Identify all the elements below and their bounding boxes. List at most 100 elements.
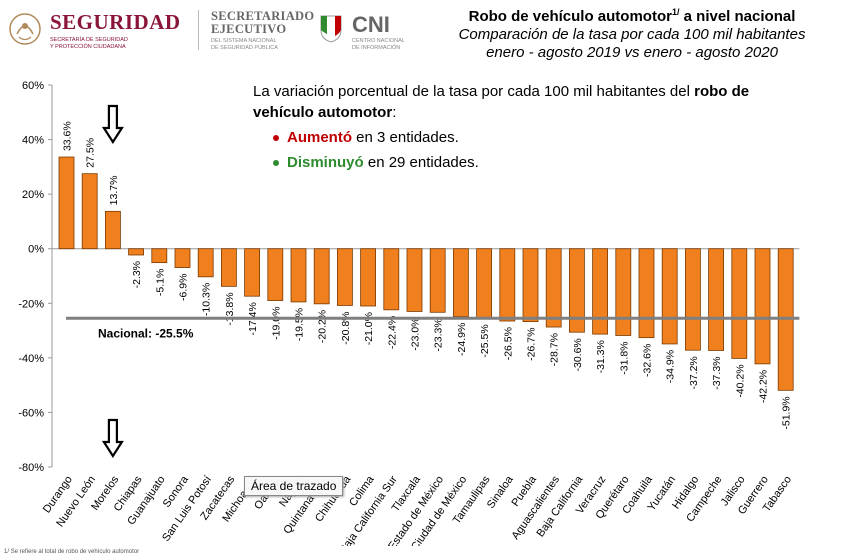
value-label: -20.8% [340,311,352,344]
sesnsp-subtitle: DEL SISTEMA NACIONAL DE SEGURIDAD PÚBLIC… [211,38,315,52]
bar[interactable] [244,248,261,297]
bar[interactable] [685,248,701,351]
value-label: -5.1% [154,269,166,296]
cni-logo: CNI CENTRO NACIONAL DE INFORMACIÓN [318,10,408,54]
value-label: -6.9% [178,274,190,301]
bar[interactable] [128,248,145,256]
decrease-word: Disminuyó [287,154,364,171]
bar[interactable] [452,248,469,318]
info-intro-suffix: : [392,104,397,121]
bar[interactable] [290,248,307,303]
chart-title-suffix: a nivel nacional [679,8,796,25]
value-label: -26.7% [526,328,538,361]
value-label: -10.3% [201,283,213,316]
y-tick-label: 60% [22,80,44,92]
sesnsp-sub-line1: DEL SISTEMA NACIONAL [211,38,277,44]
bar[interactable] [360,248,377,307]
bar[interactable] [406,248,423,312]
bar[interactable] [731,248,748,359]
decrease-text: en 29 entidades. [363,154,479,171]
info-intro: La variación porcentual de la tasa por c… [253,81,793,123]
arrow-down-icon [101,104,124,145]
y-tick-label: 40% [22,135,44,147]
bar[interactable] [267,248,284,301]
chart-subtitle-line1: Comparación de la tasa por cada 100 mil … [458,26,806,43]
bar[interactable] [81,173,98,250]
red-bullet-icon [273,135,279,142]
value-label: -30.6% [572,338,584,371]
value-label: -40.2% [734,364,746,397]
seguridad-sub-line1: SECRETARÍA DE SEGURIDAD [50,37,128,43]
bar[interactable] [754,248,771,365]
value-label: 13.7% [108,176,120,206]
bar[interactable] [105,210,121,250]
value-label: -20.2% [317,310,329,343]
value-label: -21.0% [363,312,375,345]
bar[interactable] [545,248,562,328]
bar[interactable] [313,248,330,305]
bar[interactable] [174,248,191,268]
sesnsp-line2: EJECUTIVO [211,22,287,36]
info-intro-bold: robo de vehículo automotor [253,83,750,121]
bar[interactable] [476,248,493,319]
cni-title: CNI [352,12,390,37]
value-label: -19.0% [270,307,282,340]
chart-title: Robo de vehículo automotor1/ a nivel nac… [412,3,852,26]
bar[interactable] [661,248,678,345]
value-label: -24.9% [456,323,468,356]
value-label: -25.5% [479,324,491,357]
y-tick-label: -60% [18,407,44,419]
header-divider [198,10,199,50]
y-tick-label: 20% [22,189,44,201]
value-label: -37.2% [688,356,700,389]
bar[interactable] [429,248,446,313]
footnote: 1/ Se refiere al total de robo de vehícu… [4,549,140,555]
bar[interactable] [592,248,608,335]
seguridad-subtitle: SECRETARÍA DE SEGURIDAD Y PROTECCIÓN CIU… [50,37,128,51]
value-label: -37.3% [711,356,723,389]
bar[interactable] [522,248,539,322]
chart-title-text: Robo de vehículo automotor [468,8,672,25]
bar[interactable] [499,248,516,322]
seguridad-sub-line2: Y PROTECCIÓN CIUDADANA [50,44,126,50]
value-label: -23.0% [410,317,422,350]
arrow-down-icon [101,418,124,459]
sesnsp-logo: SECRETARIADO EJECUTIVO DEL SISTEMA NACIO… [211,10,315,54]
bar[interactable] [638,248,655,339]
bar[interactable] [383,248,400,311]
info-textbox: La variación porcentual de la tasa por c… [253,81,793,173]
cni-sub-line1: CENTRO NACIONAL [352,38,405,44]
sesnsp-line1: SECRETARIADO [211,9,315,23]
bar[interactable] [151,248,168,264]
value-label: -31.8% [618,341,630,374]
increase-word: Aumentó [287,129,352,146]
value-label: 33.6% [62,121,74,151]
sesnsp-sub-line2: DE SEGURIDAD PÚBLICA [211,45,278,51]
bar[interactable] [197,248,214,278]
info-intro-text: La variación porcentual de la tasa por c… [253,83,695,100]
value-label: -22.4% [386,316,398,349]
bar[interactable] [58,156,75,250]
bar-chart[interactable]: 60% 40% 20% 0% -20% -40% -60% -80% 33.6% 27.5% 13… [0,68,860,546]
bar[interactable] [615,248,632,336]
value-label: -51.9% [781,396,793,429]
chart-title-superscript: 1/ [671,7,680,17]
chart-subtitle-line2: enero - agosto 2019 vs enero - agosto 20… [486,44,778,61]
value-label: -34.9% [665,350,677,383]
value-label: -23.3% [433,318,445,351]
value-label: -13.8% [224,292,236,325]
bar[interactable] [708,248,724,351]
annotation-arrows [101,104,124,459]
reference-line-label: Nacional: -25.5% [98,326,194,340]
bar[interactable] [336,248,353,306]
value-label: -31.3% [595,340,607,373]
increase-text: en 3 entidades. [352,129,459,146]
bar[interactable] [220,248,237,287]
info-increase-row: Aumentó en 3 entidades. [273,127,793,148]
value-label: -19.5% [294,308,306,341]
value-label: -2.3% [131,261,143,288]
y-tick-label: 0% [28,244,44,256]
bar[interactable] [569,248,585,333]
y-tick-label: -40% [18,353,44,365]
